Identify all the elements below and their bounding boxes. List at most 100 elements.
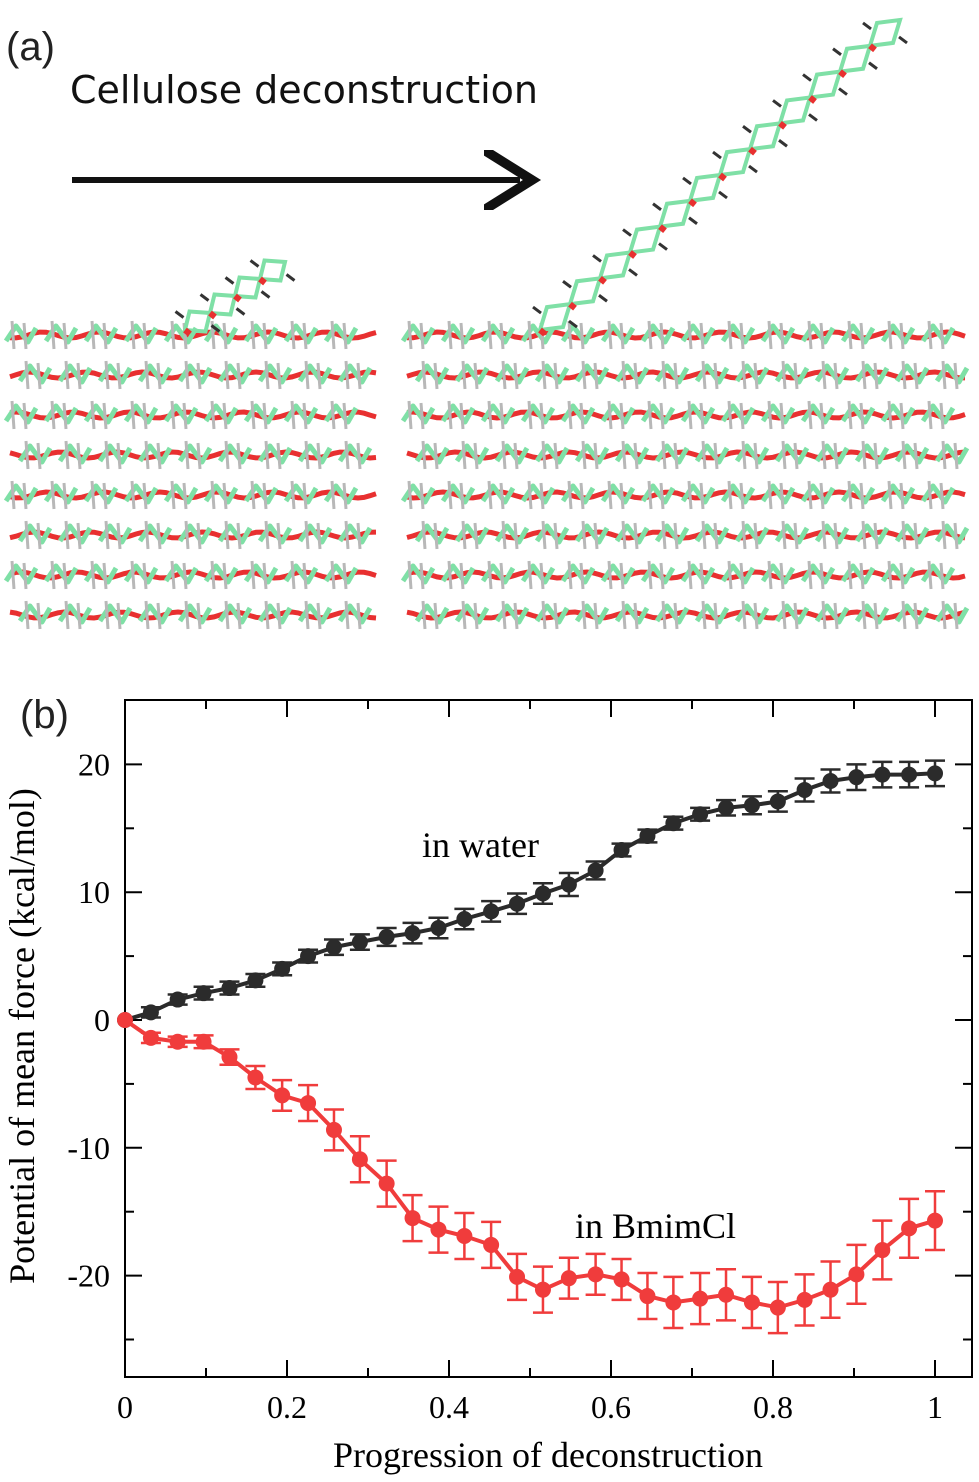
glucose-ring <box>257 258 288 283</box>
glucose-ring <box>454 443 490 465</box>
glucose-ring <box>534 363 570 385</box>
hydrogen-bonds <box>821 440 839 470</box>
hydrogen-bonds <box>184 520 202 550</box>
hydrogen-bonds <box>264 440 282 470</box>
hydrogen-bonds <box>807 560 825 590</box>
hydrogen-bonds <box>50 480 68 510</box>
glucose-ring <box>717 146 753 178</box>
hydrogen-bonds <box>781 520 799 550</box>
data-point <box>221 980 238 997</box>
hydrogen-bonds <box>130 400 148 430</box>
glucose-ring <box>163 563 199 585</box>
glucose-ring <box>323 483 359 505</box>
hydrogen-bonds <box>290 560 308 590</box>
glycosidic-oxygen <box>778 120 787 130</box>
glucose-ring <box>494 523 530 545</box>
data-point <box>351 1151 368 1168</box>
hydrogen-bonds <box>250 480 268 510</box>
glucose-ring <box>894 603 930 625</box>
hydrogen-bonds <box>821 360 839 390</box>
data-point <box>195 1033 212 1050</box>
hydroxyl-group <box>174 310 221 333</box>
glucose-ring <box>97 523 133 545</box>
hydrogen-bonds <box>487 480 505 510</box>
glucose-ring <box>560 403 596 425</box>
glucose-ring <box>694 603 730 625</box>
glucose-ring <box>163 323 199 345</box>
glucose-ring <box>920 403 956 425</box>
glucose-ring <box>760 403 796 425</box>
hydrogen-bonds <box>847 560 865 590</box>
hydrogen-bonds <box>687 400 705 430</box>
hydrogen-bonds <box>541 600 559 630</box>
hydrogen-bonds <box>50 400 68 430</box>
hydrogen-bonds <box>24 440 42 470</box>
hydrogen-bonds <box>847 480 865 510</box>
glucose-ring <box>734 363 770 385</box>
glucose-ring <box>3 563 39 585</box>
panel-b: (b) 0 0.2 0.4 0.6 0.8 1 -20 -10 0 10 20 in water i… <box>2 693 973 1475</box>
hydroxyl-group <box>199 293 246 316</box>
glucose-ring <box>840 563 876 585</box>
hydrogen-bonds <box>767 560 785 590</box>
hydrogen-bonds <box>527 400 545 430</box>
hydrogen-bonds <box>647 320 665 350</box>
hydrogen-bonds <box>621 600 639 630</box>
glycosidic-oxygen <box>868 43 877 53</box>
data-point <box>848 1266 865 1283</box>
hydrogen-bonds <box>607 480 625 510</box>
hydrogen-bonds <box>647 400 665 430</box>
data-point <box>534 885 551 902</box>
hydroxyl-group <box>802 73 848 96</box>
hydrogen-bonds <box>887 480 905 510</box>
data-point <box>195 985 212 1002</box>
series-water <box>117 759 945 1028</box>
glucose-ring <box>283 323 319 345</box>
hydrogen-bonds <box>741 520 759 550</box>
y-tick-label: -10 <box>67 1130 110 1166</box>
hydrogen-bonds <box>727 480 745 510</box>
glucose-ring <box>454 603 490 625</box>
hydrogen-bonds <box>807 480 825 510</box>
glucose-ring <box>840 403 876 425</box>
hydrogen-bonds <box>861 440 879 470</box>
glucose-ring <box>520 403 556 425</box>
glucose-ring <box>694 523 730 545</box>
data-point <box>874 1242 891 1259</box>
glucose-ring <box>337 443 373 465</box>
glucose-ring <box>574 603 610 625</box>
glucose-ring <box>400 323 436 345</box>
chain-backbone <box>9 609 377 621</box>
glycosidic-oxygen <box>808 95 817 104</box>
data-point <box>613 842 630 859</box>
hydrogen-bonds <box>407 320 425 350</box>
glucose-ring <box>920 483 956 505</box>
glucose-ring <box>177 363 213 385</box>
glycosidic-oxygen <box>568 301 577 311</box>
glucose-ring <box>880 403 916 425</box>
hydrogen-bonds <box>501 520 519 550</box>
glucose-ring <box>894 523 930 545</box>
hydrogen-bonds <box>304 360 322 390</box>
glucose-ring <box>17 523 53 545</box>
glucose-ring <box>3 403 39 425</box>
glucose-ring <box>597 250 633 281</box>
glucose-ring <box>894 363 930 385</box>
hydrogen-bonds <box>727 320 745 350</box>
hydrogen-bonds <box>461 600 479 630</box>
glucose-ring <box>494 603 530 625</box>
hydrogen-bonds <box>264 360 282 390</box>
y-tick-label: -20 <box>67 1258 110 1294</box>
glucose-ring <box>920 563 956 585</box>
data-point <box>169 991 186 1008</box>
hydrogen-bonds <box>887 320 905 350</box>
glucose-ring <box>854 523 890 545</box>
hydrogen-bonds <box>330 560 348 590</box>
hydrogen-bonds <box>24 520 42 550</box>
data-point <box>117 1012 133 1028</box>
hydrogen-bonds <box>104 360 122 390</box>
glucose-ring <box>520 323 556 345</box>
glucose-ring <box>640 403 676 425</box>
data-point <box>169 1033 186 1050</box>
cellulose-crystal-deconstructed <box>400 320 970 630</box>
